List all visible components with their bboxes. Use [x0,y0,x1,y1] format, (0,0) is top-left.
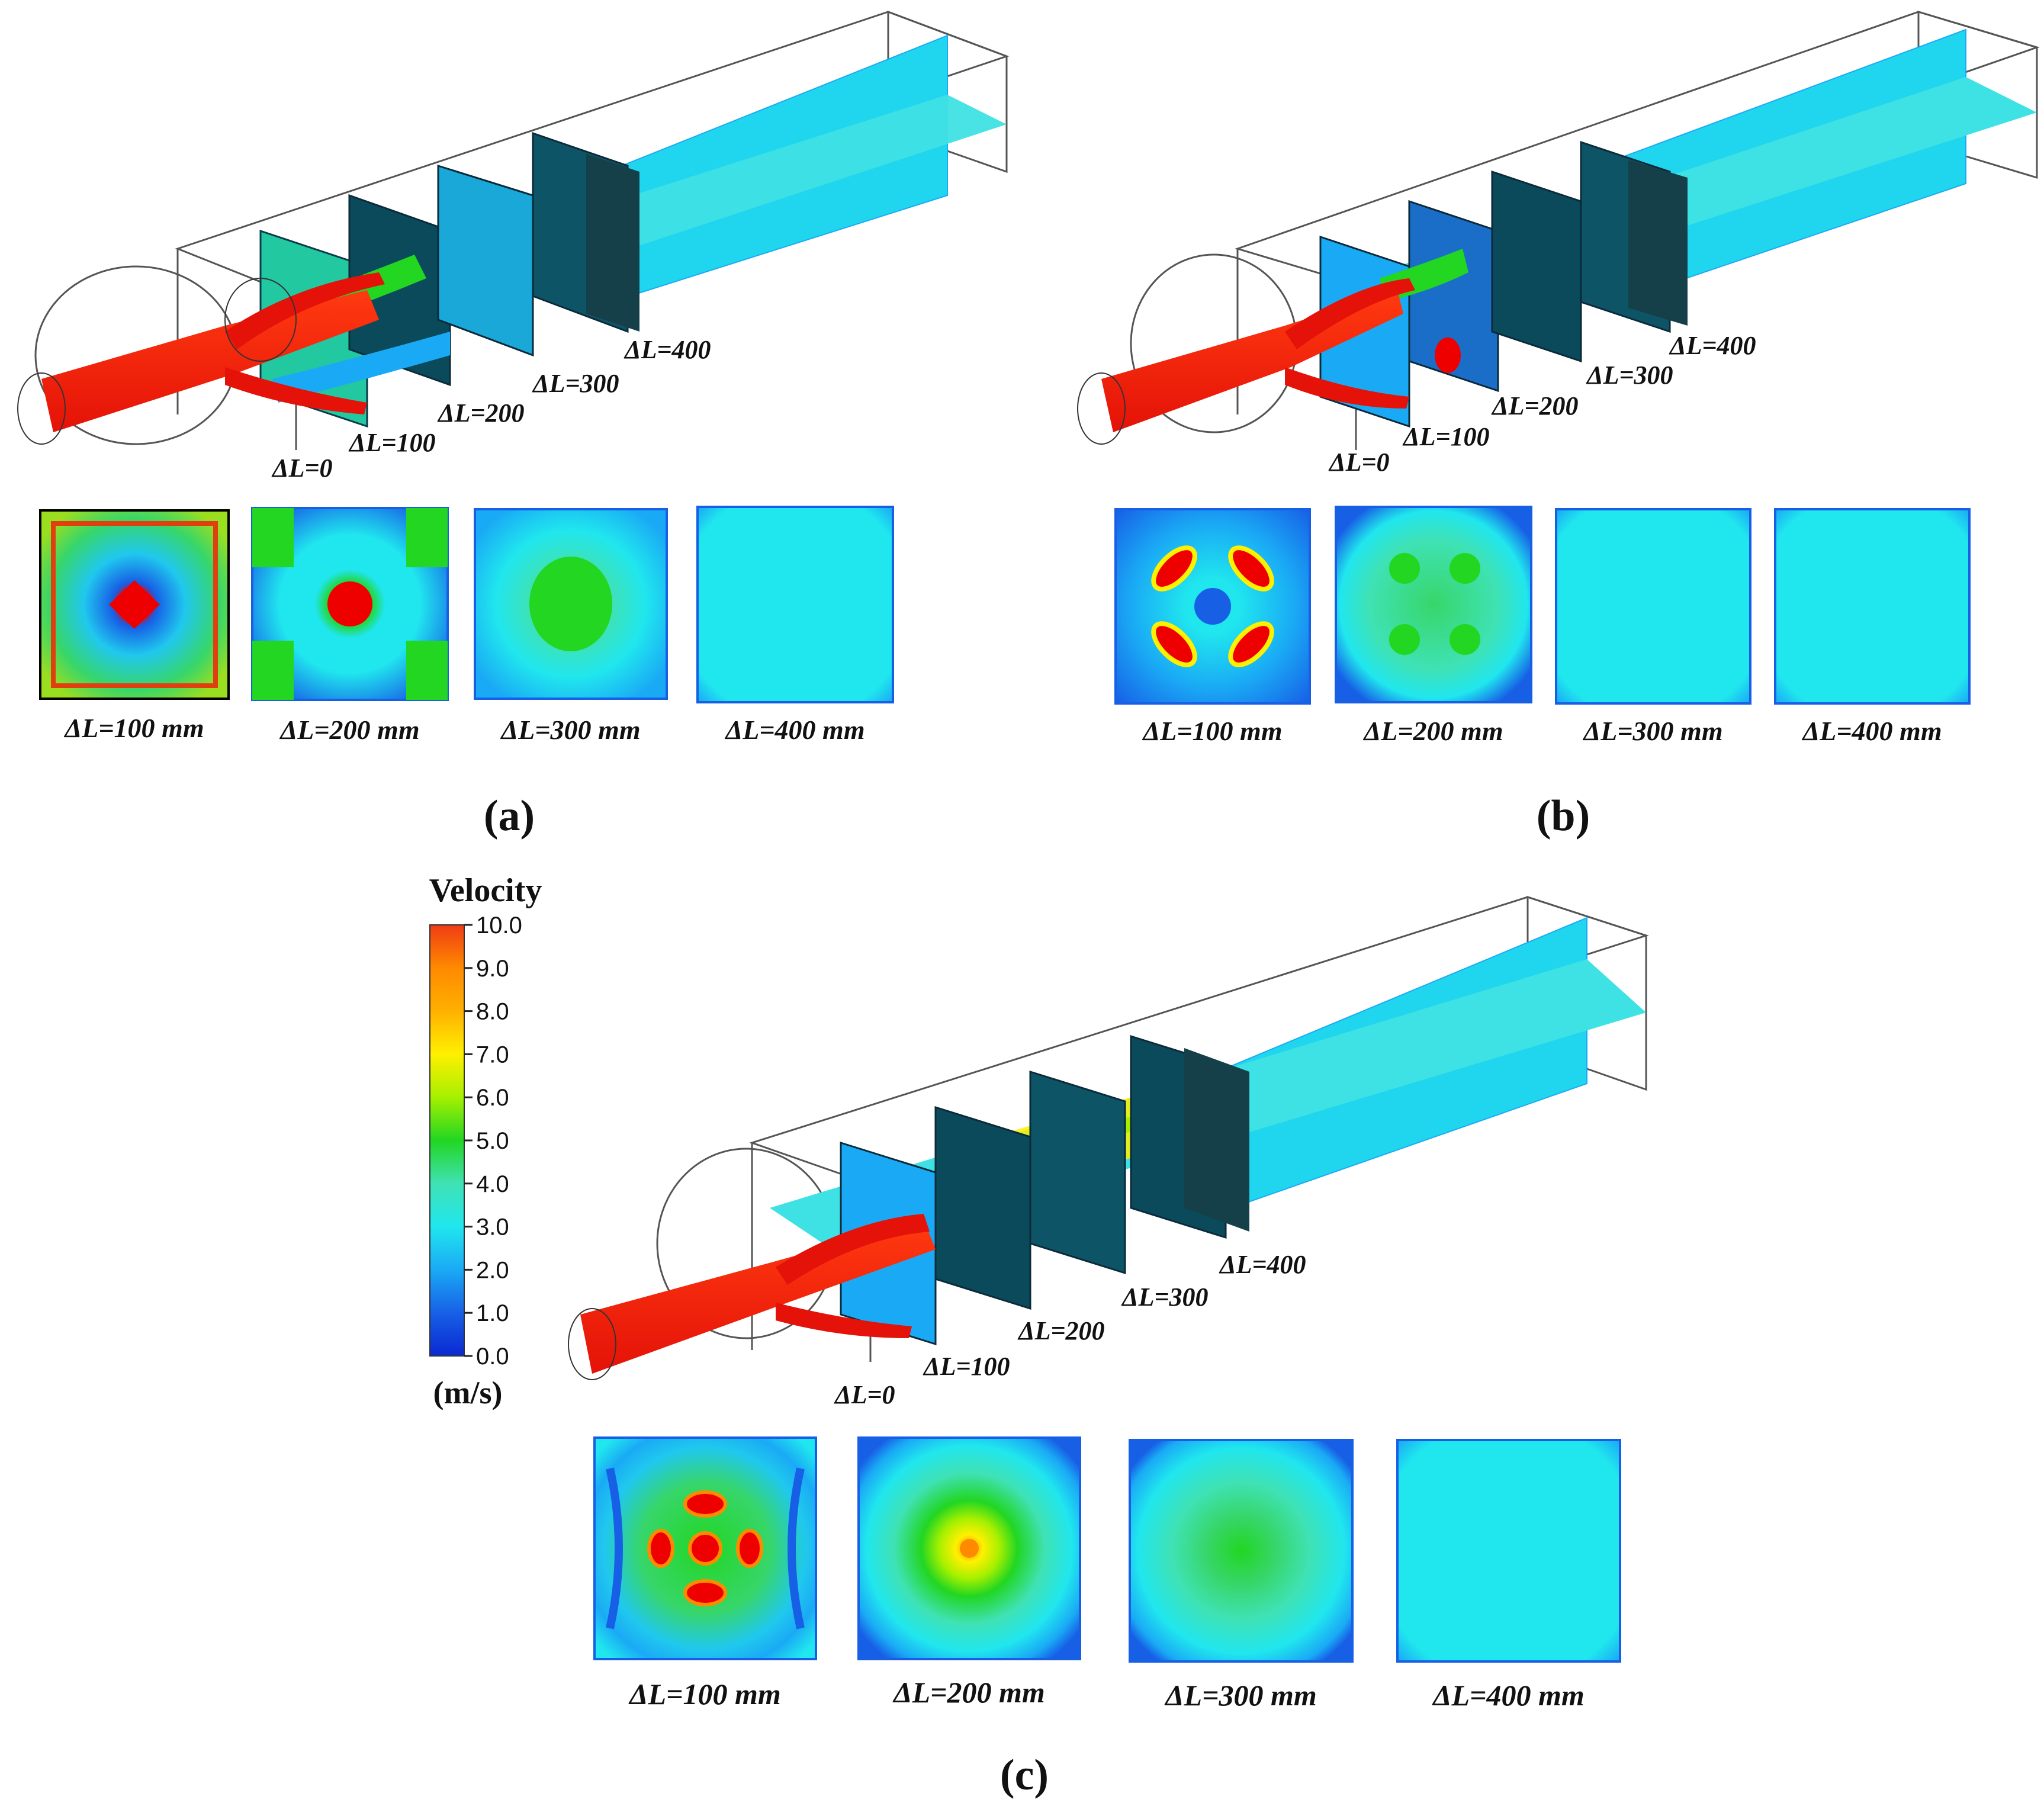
panel-b-sections [1114,506,1971,705]
panel-b-station-labels: ΔL=0 ΔL=100 ΔL=200 ΔL=300 ΔL=400 [1328,331,1756,477]
section-label: ΔL=400 mm [1801,716,1942,746]
station-label: ΔL=300 [1121,1283,1209,1312]
panel-caption: (c) [1000,1751,1049,1799]
station-label: ΔL=400 [1669,331,1756,360]
station-label: ΔL=300 [532,369,619,398]
panel-b: ΔL=0 ΔL=100 ΔL=200 ΔL=300 ΔL=400 [1077,10,2040,840]
section-b-100 [1114,508,1311,705]
panel-b-3d-duct [1077,10,2040,450]
legend-tick-label: 6.0 [476,1085,509,1111]
section-c-400 [1396,1439,1621,1663]
panel-a-station-labels: ΔL=0 ΔL=100 ΔL=200 ΔL=300 ΔL=400 [271,335,711,483]
legend-colorbar [429,924,465,1357]
panel-c-sections [593,1436,1621,1663]
station-label: ΔL=100 [923,1352,1010,1381]
station-label: ΔL=0 [1328,448,1390,477]
section-c-100 [593,1436,817,1660]
station-label: ΔL=200 [1491,391,1579,420]
section-label: ΔL=100 mm [628,1677,781,1711]
station-label: ΔL=0 [834,1380,895,1409]
panel-caption: (b) [1537,792,1590,840]
legend-tick-label: 10.0 [476,912,522,939]
section-label: ΔL=100 mm [1142,716,1282,746]
station-label: ΔL=400 [624,335,711,364]
section-c-300 [1129,1439,1354,1663]
section-label: ΔL=400 mm [1432,1679,1585,1712]
panel-c-section-labels: ΔL=100 mm ΔL=200 mm ΔL=300 mm ΔL=400 mm [628,1676,1585,1712]
station-label: ΔL=200 [1017,1316,1105,1345]
legend-title: Velocity [429,872,542,909]
section-a-100 [39,509,230,700]
legend-tick-label: 8.0 [476,999,509,1025]
panel-caption: (a) [484,792,535,840]
legend-tick-label: 7.0 [476,1042,509,1068]
legend-unit: (m/s) [433,1375,503,1410]
panel-c-station-labels: ΔL=0 ΔL=100 ΔL=200 ΔL=300 ΔL=400 [834,1250,1306,1409]
section-label: ΔL=400 mm [724,715,864,745]
legend-tick-label: 0.0 [476,1344,509,1370]
legend-tick-label: 2.0 [476,1257,509,1283]
section-label: ΔL=200 mm [279,715,419,745]
section-label: ΔL=300 mm [1164,1679,1317,1712]
station-label: ΔL=400 [1219,1250,1306,1279]
section-label: ΔL=200 mm [892,1676,1045,1709]
section-label: ΔL=200 mm [1362,716,1503,746]
panel-b-section-labels: ΔL=100 mm ΔL=200 mm ΔL=300 mm ΔL=400 mm [1142,716,1942,746]
velocity-legend: Velocity 10.0 9.0 8.0 7.0 6.0 5.0 4.0 3.0 2.0 1.0… [429,872,542,1410]
panel-a-section-labels: ΔL=100 mm ΔL=200 mm ΔL=300 mm ΔL=400 mm [63,713,864,745]
section-label: ΔL=100 mm [63,713,204,743]
section-label: ΔL=300 mm [500,715,640,745]
panel-c: ΔL=0 ΔL=100 ΔL=200 ΔL=300 ΔL=400 [568,895,1649,1799]
section-a-400 [696,506,894,703]
station-label: ΔL=100 [1402,422,1490,451]
section-c-200 [857,1436,1081,1660]
panel-c-3d-duct [568,895,1649,1380]
station-label: ΔL=200 [437,398,525,428]
legend-tick-label: 5.0 [476,1128,509,1154]
legend-ticks: 10.0 9.0 8.0 7.0 6.0 5.0 4.0 3.0 2.0 1.0 0.0 [464,912,522,1370]
legend-tick-label: 1.0 [476,1300,509,1326]
panel-a: ΔL=0 ΔL=100 ΔL=200 ΔL=300 ΔL=400 [17,10,1010,840]
section-b-400 [1774,508,1971,705]
section-label: ΔL=300 mm [1582,716,1722,746]
station-label: ΔL=300 [1586,361,1673,390]
legend-tick-label: 4.0 [476,1171,509,1197]
panel-a-3d-duct [17,10,1010,450]
legend-tick-label: 3.0 [476,1214,509,1240]
legend-tick-label: 9.0 [476,956,509,982]
section-b-200 [1335,506,1532,703]
section-a-300 [474,508,668,700]
section-a-200 [251,507,449,701]
panel-a-sections [39,506,894,703]
station-label: ΔL=0 [271,454,333,483]
section-b-300 [1555,508,1751,705]
station-label: ΔL=100 [348,428,436,457]
